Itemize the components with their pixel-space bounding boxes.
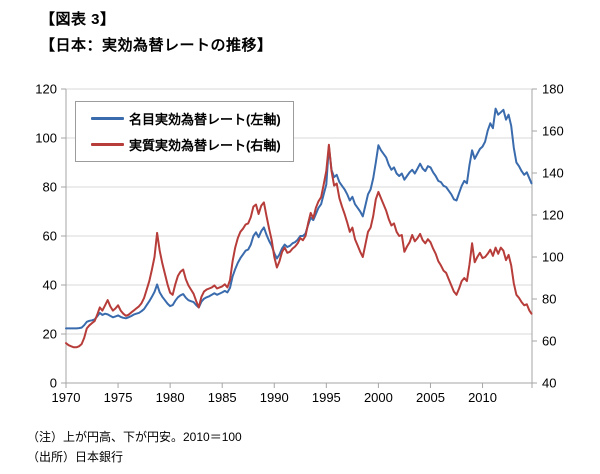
svg-text:120: 120	[542, 208, 564, 223]
svg-text:140: 140	[542, 166, 564, 181]
legend-label-nominal: 名目実効為替レート(左軸)	[129, 112, 281, 127]
real-line-swatch	[91, 143, 124, 146]
svg-text:100: 100	[542, 250, 564, 265]
svg-text:40: 40	[43, 278, 57, 293]
svg-text:180: 180	[542, 82, 564, 97]
chart-title: 【日本：実効為替レートの推移】	[40, 37, 273, 54]
svg-text:160: 160	[542, 124, 564, 139]
svg-text:2005: 2005	[416, 390, 445, 405]
svg-text:1970: 1970	[52, 390, 81, 405]
source-note: （出所）日本銀行	[27, 450, 124, 464]
chart-legend: 名目実効為替レート(左軸) 実質実効為替レート(右軸)	[75, 101, 294, 162]
svg-text:1995: 1995	[312, 390, 341, 405]
svg-text:40: 40	[542, 376, 556, 391]
footnote: （注）上が円高、下が円安。2010＝100	[27, 430, 242, 444]
svg-text:1980: 1980	[156, 390, 185, 405]
svg-text:120: 120	[35, 82, 57, 97]
svg-text:20: 20	[43, 327, 57, 342]
svg-text:1990: 1990	[260, 390, 289, 405]
figure-number-title: 【図表 3】	[40, 11, 116, 28]
svg-text:0: 0	[50, 376, 57, 391]
svg-text:60: 60	[542, 334, 556, 349]
legend-item-real: 実質実効為替レート(右軸)	[76, 135, 293, 154]
svg-text:80: 80	[43, 180, 57, 195]
svg-text:60: 60	[43, 229, 57, 244]
svg-text:100: 100	[35, 131, 57, 146]
svg-text:1975: 1975	[104, 390, 133, 405]
svg-text:2000: 2000	[364, 390, 393, 405]
legend-label-real: 実質実効為替レート(右軸)	[129, 138, 281, 153]
nominal-line-swatch	[91, 117, 124, 120]
legend-item-nominal: 名目実効為替レート(左軸)	[76, 109, 293, 128]
svg-text:2010: 2010	[468, 390, 497, 405]
svg-text:1985: 1985	[208, 390, 237, 405]
svg-text:80: 80	[542, 292, 556, 307]
